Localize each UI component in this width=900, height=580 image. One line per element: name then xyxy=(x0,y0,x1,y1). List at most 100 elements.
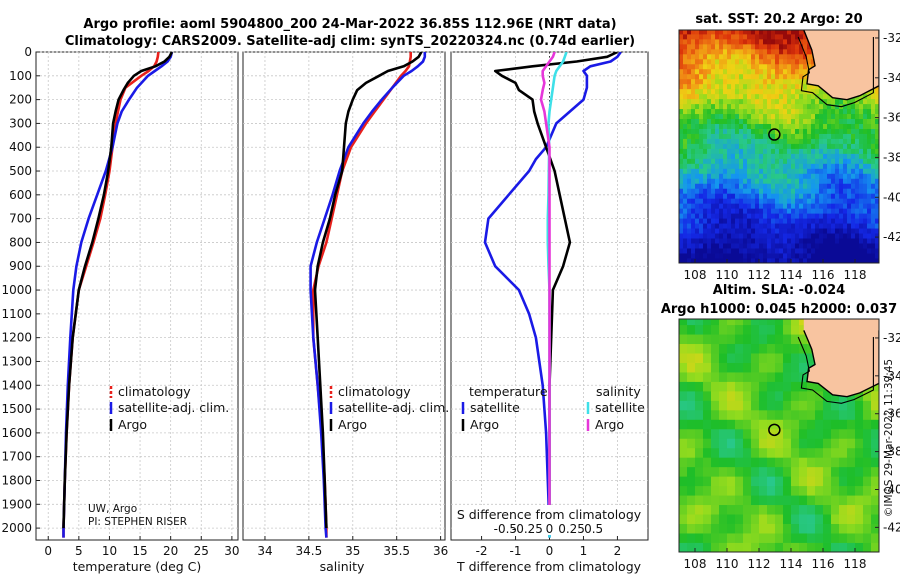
heatmap-cell xyxy=(807,428,816,439)
heatmap-cell xyxy=(755,58,760,65)
heatmap-cell xyxy=(823,419,832,430)
heatmap-cell xyxy=(763,233,768,239)
heatmap-cell xyxy=(719,253,724,259)
heatmap-cell xyxy=(711,533,720,543)
heatmap-cell xyxy=(727,153,732,159)
heatmap-cell xyxy=(787,168,792,174)
heatmap-cell xyxy=(815,238,820,244)
heatmap-cell xyxy=(799,319,808,326)
heatmap-cell xyxy=(783,223,788,229)
heatmap-cell xyxy=(751,523,760,534)
heatmap-cell xyxy=(711,58,716,65)
heatmap-cell xyxy=(727,542,736,552)
heatmap-cell xyxy=(679,533,688,543)
legend-label-climatology: climatology xyxy=(118,384,191,399)
heatmap-cell xyxy=(719,103,724,110)
heatmap-cell xyxy=(711,78,716,85)
heatmap-cell xyxy=(815,533,824,543)
heatmap-cell xyxy=(703,143,708,149)
heatmap-cell xyxy=(711,53,716,60)
heatmap-cell xyxy=(707,48,712,55)
heatmap-cell xyxy=(719,218,724,224)
heatmap-cell xyxy=(715,233,720,239)
heatmap-cell xyxy=(687,485,696,496)
heatmap-cell xyxy=(859,148,864,154)
heatmap-cell xyxy=(695,133,700,139)
heatmap-cell xyxy=(847,108,852,115)
heatmap-cell xyxy=(723,53,728,60)
heatmap-cell xyxy=(719,183,724,189)
heatmap-cell xyxy=(819,173,824,179)
heatmap-cell xyxy=(763,58,768,65)
heatmap-cell xyxy=(679,485,688,496)
heatmap-cell xyxy=(719,504,728,515)
heatmap-cell xyxy=(747,248,752,254)
heatmap-cell xyxy=(759,253,764,259)
heatmap-cell xyxy=(763,103,768,110)
heatmap-cell xyxy=(707,188,712,194)
heatmap-cell xyxy=(859,138,864,144)
heatmap-cell xyxy=(871,381,879,392)
heatmap-cell xyxy=(691,73,696,80)
heatmap-cell xyxy=(867,188,872,194)
heatmap-cell xyxy=(731,198,736,204)
heatmap-cell xyxy=(719,438,728,449)
heatmap-cell xyxy=(755,128,760,134)
heatmap-cell xyxy=(847,495,856,506)
heatmap-cell xyxy=(867,148,872,154)
heatmap-cell xyxy=(799,113,804,120)
heatmap-cell xyxy=(779,178,784,184)
heatmap-cell xyxy=(787,138,792,144)
depth-tick-label: 600 xyxy=(9,188,32,202)
heatmap-cell xyxy=(839,447,848,458)
heatmap-cell xyxy=(763,178,768,184)
heatmap-cell xyxy=(807,103,812,110)
heatmap-cell xyxy=(711,457,720,468)
heatmap-cell xyxy=(855,419,864,430)
heatmap-cell xyxy=(711,542,720,552)
heatmap-cell xyxy=(875,163,879,169)
heatmap-cell xyxy=(755,113,760,120)
heatmap-cell xyxy=(763,218,768,224)
heatmap-cell xyxy=(767,372,776,382)
heatmap-cell xyxy=(791,153,796,159)
heatmap-cell xyxy=(711,428,720,439)
heatmap-cell xyxy=(723,153,728,159)
heatmap-cell xyxy=(843,248,848,254)
heatmap-cell xyxy=(679,228,684,234)
heatmap-cell xyxy=(687,98,692,105)
heatmap-cell xyxy=(771,113,776,120)
depth-tick-labels: 0100200300400500600700800900100011001200… xyxy=(1,45,40,535)
heatmap-cell xyxy=(763,238,768,244)
heatmap-cell xyxy=(807,228,812,234)
heatmap-cell xyxy=(871,238,876,244)
heatmap-cell xyxy=(791,183,796,189)
heatmap-cell xyxy=(815,466,824,477)
heatmap-cell xyxy=(739,108,744,115)
heatmap-cell xyxy=(823,248,828,254)
heatmap-cell xyxy=(687,447,696,458)
heatmap-cell xyxy=(687,243,692,249)
heatmap-cell xyxy=(711,258,716,263)
heatmap-cell xyxy=(867,208,872,214)
heatmap-cell xyxy=(687,198,692,204)
heatmap-cell xyxy=(799,128,804,134)
heatmap-cell xyxy=(783,457,792,468)
heatmap-cell xyxy=(839,173,844,179)
heatmap-cell xyxy=(747,33,752,40)
heatmap-cell xyxy=(859,153,864,159)
heatmap-cell xyxy=(711,466,720,477)
temperature-grid xyxy=(36,51,238,540)
heatmap-cell xyxy=(815,153,820,159)
heatmap-cell xyxy=(847,523,856,534)
heatmap-cell xyxy=(779,108,784,115)
heatmap-cell xyxy=(875,93,879,100)
heatmap-cell xyxy=(867,193,872,199)
heatmap-cell xyxy=(819,88,824,95)
heatmap-cell xyxy=(775,83,780,90)
heatmap-cell xyxy=(723,163,728,169)
heatmap-cell xyxy=(751,48,756,55)
heatmap-cell xyxy=(743,238,748,244)
heatmap-cell xyxy=(831,428,840,439)
heatmap-cell xyxy=(719,53,724,60)
